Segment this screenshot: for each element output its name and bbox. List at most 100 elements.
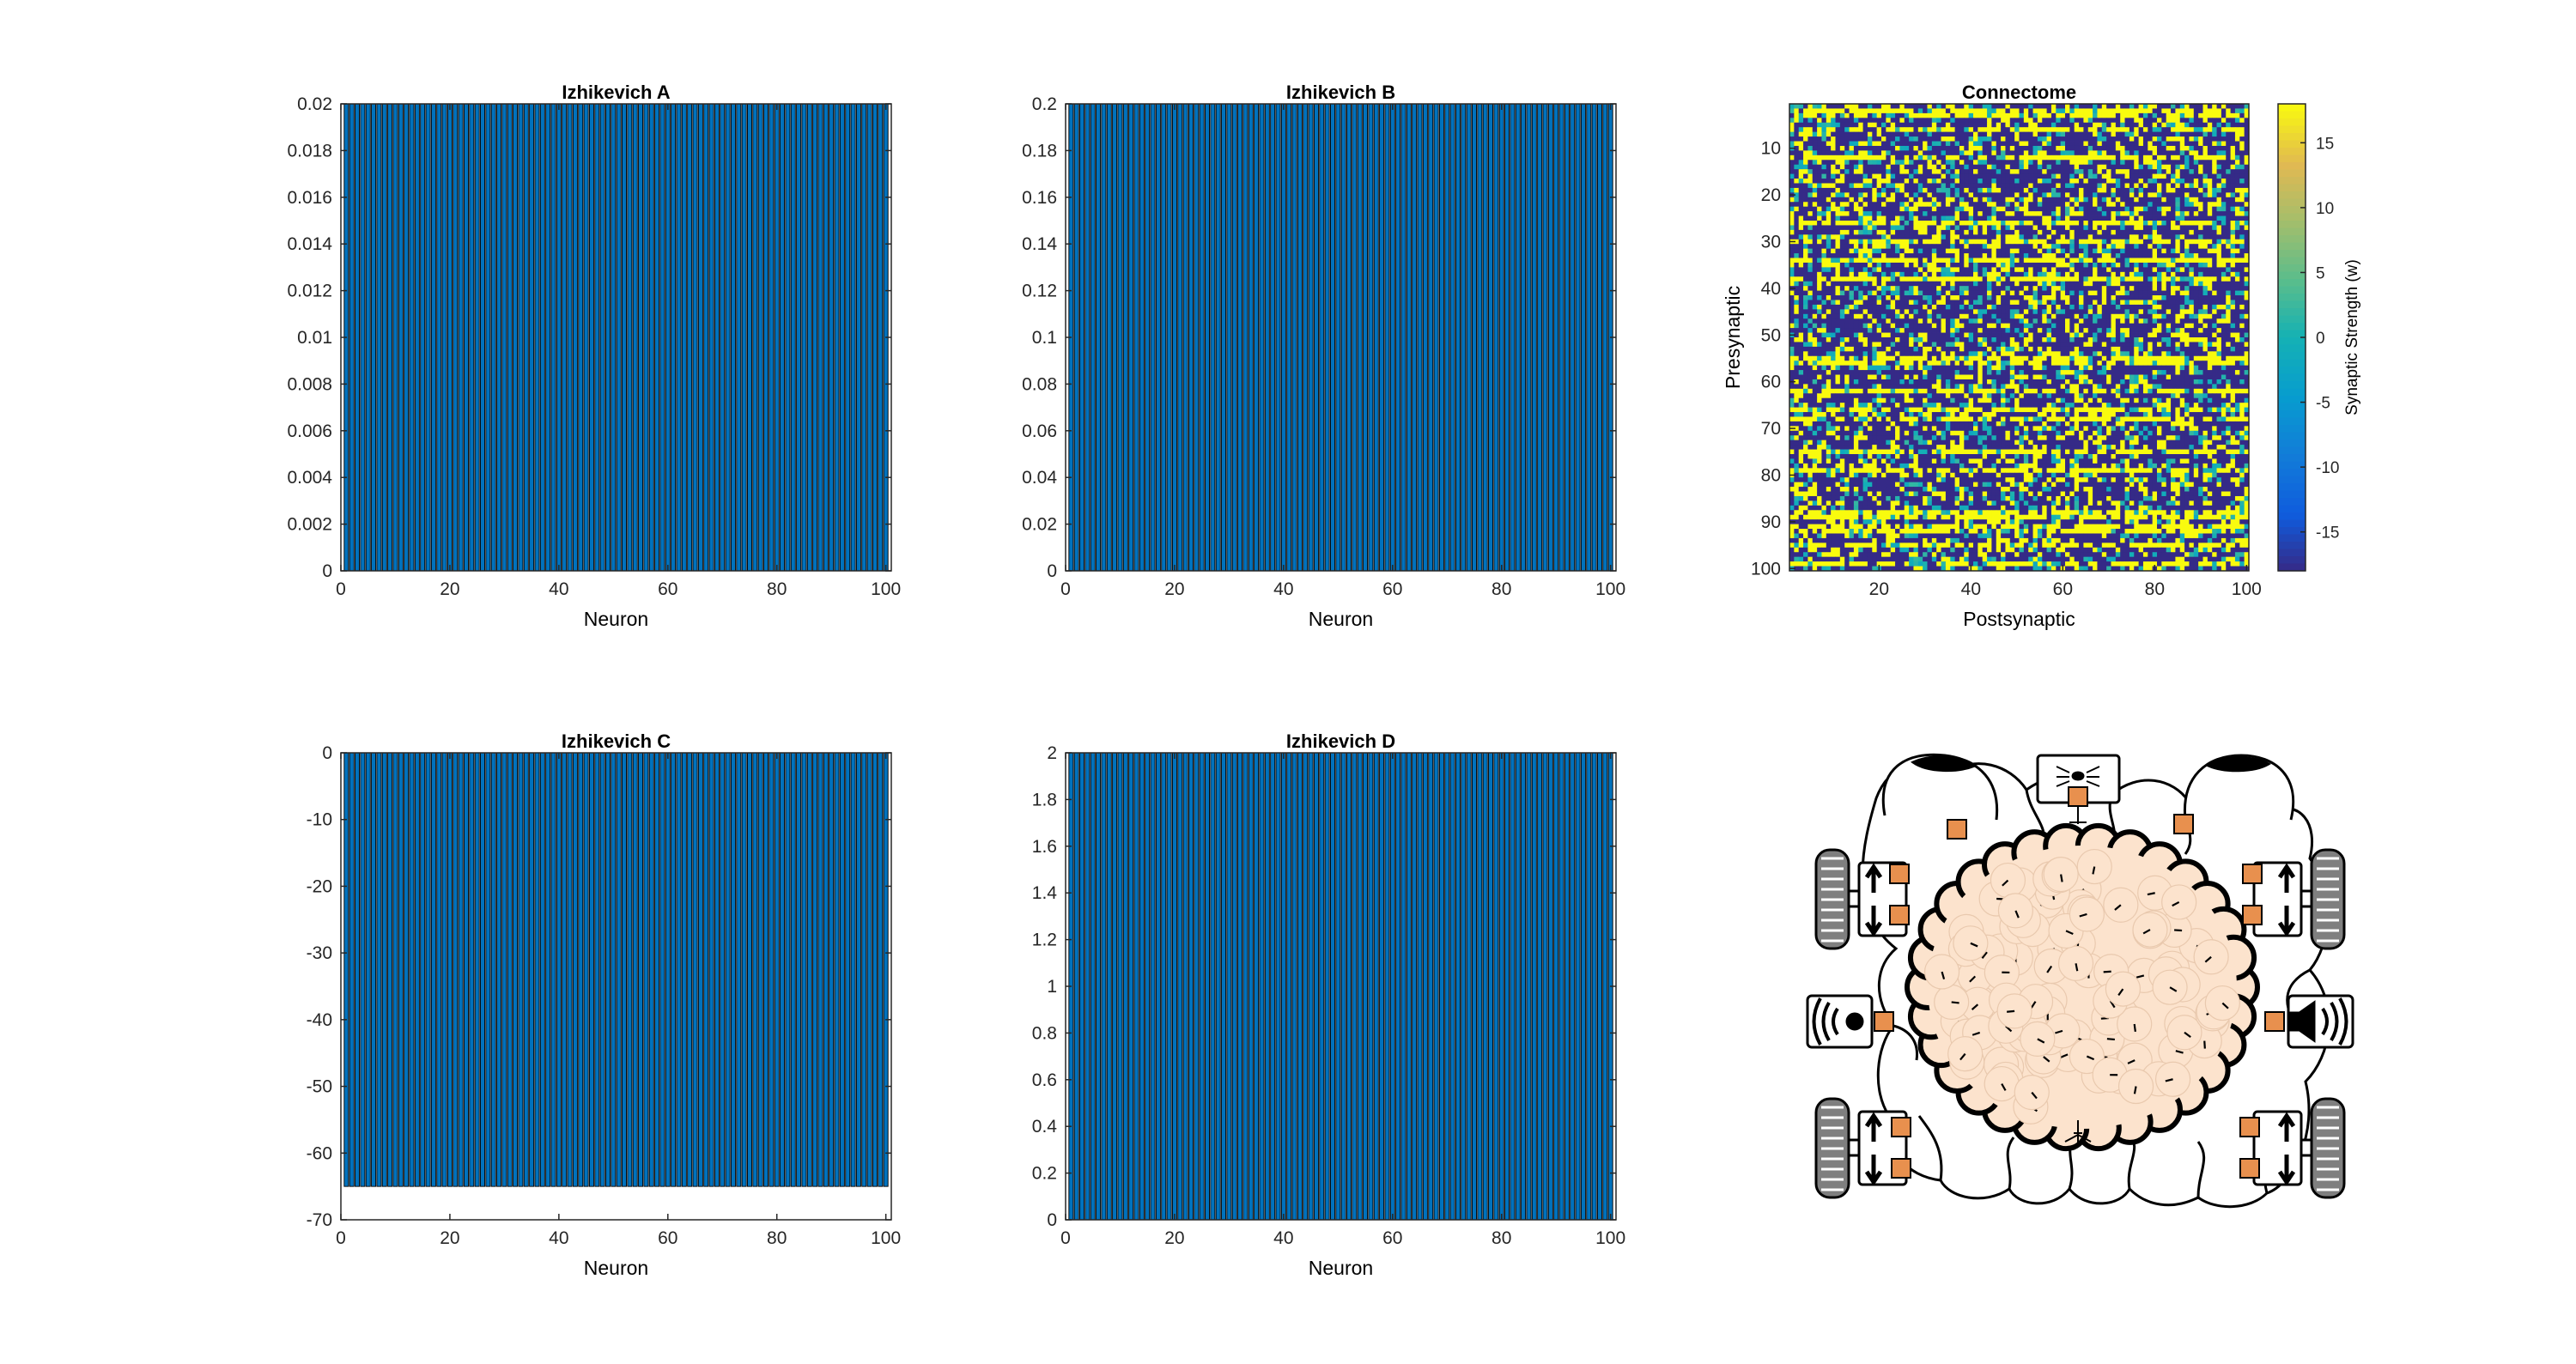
heatmap-cell <box>1895 262 1900 268</box>
heatmap-cell <box>1917 127 1923 133</box>
heatmap-cell <box>2083 160 2089 166</box>
heatmap-cell <box>1798 304 1804 310</box>
heatmap-cell <box>1941 202 1947 208</box>
heatmap-cell <box>1794 281 1800 287</box>
heatmap-cell <box>2074 276 2080 282</box>
heatmap-cell <box>1862 281 1868 287</box>
heatmap-cell <box>1862 267 1868 273</box>
heatmap-cell <box>2207 202 2213 208</box>
heatmap-cell <box>1964 150 1970 156</box>
heatmap-cell <box>2226 225 2231 231</box>
heatmap-cell <box>2074 173 2080 179</box>
heatmap-cell <box>1807 136 1814 142</box>
heatmap-cell <box>2005 155 2011 161</box>
heatmap-cell <box>1991 211 1997 216</box>
bar <box>447 752 453 1187</box>
heatmap-cell <box>2234 155 2240 161</box>
heatmap-cell <box>2157 192 2162 198</box>
heatmap-cell <box>2152 262 2158 268</box>
heatmap-cell <box>2129 160 2135 166</box>
heatmap-cell <box>2083 295 2089 300</box>
heatmap-cell <box>1968 290 1974 296</box>
heatmap-cell <box>1821 211 1827 216</box>
heatmap-cell <box>2014 295 2020 300</box>
heatmap-cell <box>1853 295 1859 300</box>
heatmap-cell <box>2079 112 2084 118</box>
heatmap-cell <box>2226 160 2231 166</box>
heatmap-cell <box>1876 229 1882 235</box>
heatmap-cell <box>1950 304 1955 310</box>
heatmap-cell <box>1876 206 1882 212</box>
heatmap-cell <box>1923 145 1928 151</box>
bar <box>1237 752 1243 1221</box>
bar <box>1073 103 1079 572</box>
bar <box>1194 103 1200 572</box>
x-tick-label: 80 <box>1492 579 1511 599</box>
heatmap-cell <box>1904 211 1910 216</box>
heatmap-cell <box>1826 131 1832 137</box>
heatmap-cell <box>1950 276 1955 282</box>
heatmap-cell <box>2023 192 2029 198</box>
y-tick-label: 0.018 <box>287 141 332 161</box>
heatmap-cell <box>2056 155 2062 161</box>
heatmap-cell <box>1954 202 1960 208</box>
chart-title: Izhikevich C <box>562 730 671 752</box>
heatmap-cell <box>1839 183 1845 189</box>
heatmap-cell <box>1844 258 1850 264</box>
heatmap-cell <box>1923 131 1928 137</box>
bar <box>861 752 867 1187</box>
heatmap-cell <box>1895 173 1900 179</box>
heatmap-cell <box>1812 229 1818 235</box>
heatmap-cell <box>2009 118 2015 124</box>
heatmap-cell <box>2087 248 2093 254</box>
heatmap-cell <box>1927 131 1933 137</box>
heatmap-cell <box>2019 173 2025 179</box>
heatmap-cell <box>2028 206 2033 212</box>
bar <box>409 752 415 1187</box>
heatmap-cell <box>2046 258 2052 264</box>
heatmap-cell <box>1959 122 1965 128</box>
heatmap-cell <box>1973 145 1978 151</box>
heatmap-cell <box>2244 271 2250 277</box>
heatmap-cell <box>2079 290 2084 296</box>
heatmap-cell <box>1899 221 1905 226</box>
heatmap-cell <box>1950 173 1955 179</box>
heatmap-cell <box>1872 276 1878 282</box>
heatmap-cell <box>2060 276 2066 282</box>
heatmap-cell <box>1899 211 1905 216</box>
heatmap-cell <box>1798 286 1804 291</box>
heatmap-cell <box>1853 164 1859 170</box>
heatmap-cell <box>1826 173 1832 179</box>
heatmap-cell <box>1821 127 1827 133</box>
heatmap-cell <box>1899 286 1905 291</box>
heatmap-cell <box>2115 286 2121 291</box>
heatmap-cell <box>2074 183 2080 189</box>
heatmap-cell <box>1899 192 1905 198</box>
heatmap-cell <box>2046 202 2052 208</box>
heatmap-cell <box>2138 145 2144 151</box>
bar <box>1558 103 1564 572</box>
heatmap-cell <box>1987 295 1992 300</box>
heatmap-cell <box>2028 262 2033 268</box>
heatmap-cell <box>2207 179 2213 184</box>
heatmap-cell <box>1899 258 1905 264</box>
heatmap-cell <box>2212 271 2217 277</box>
heatmap-cell <box>2106 253 2111 258</box>
heatmap-cell <box>1941 164 1947 170</box>
heatmap-cell <box>2106 211 2111 216</box>
heatmap-cell <box>2046 192 2052 198</box>
heatmap-cell <box>1973 234 1978 240</box>
heatmap-cell <box>1991 253 1997 258</box>
heatmap-cell <box>2157 234 2162 240</box>
heatmap-cell <box>1936 169 1941 174</box>
heatmap-cell <box>2142 108 2148 114</box>
heatmap-cell <box>2221 183 2227 189</box>
heatmap-cell <box>1923 215 1928 221</box>
heatmap-cell <box>2111 131 2117 137</box>
heatmap-cell <box>2115 276 2121 282</box>
heatmap-cell <box>2179 286 2185 291</box>
heatmap-cell <box>2120 304 2125 310</box>
heatmap-cell <box>1881 131 1886 137</box>
heatmap-cell <box>2111 215 2117 221</box>
heatmap-cell <box>2087 286 2093 291</box>
